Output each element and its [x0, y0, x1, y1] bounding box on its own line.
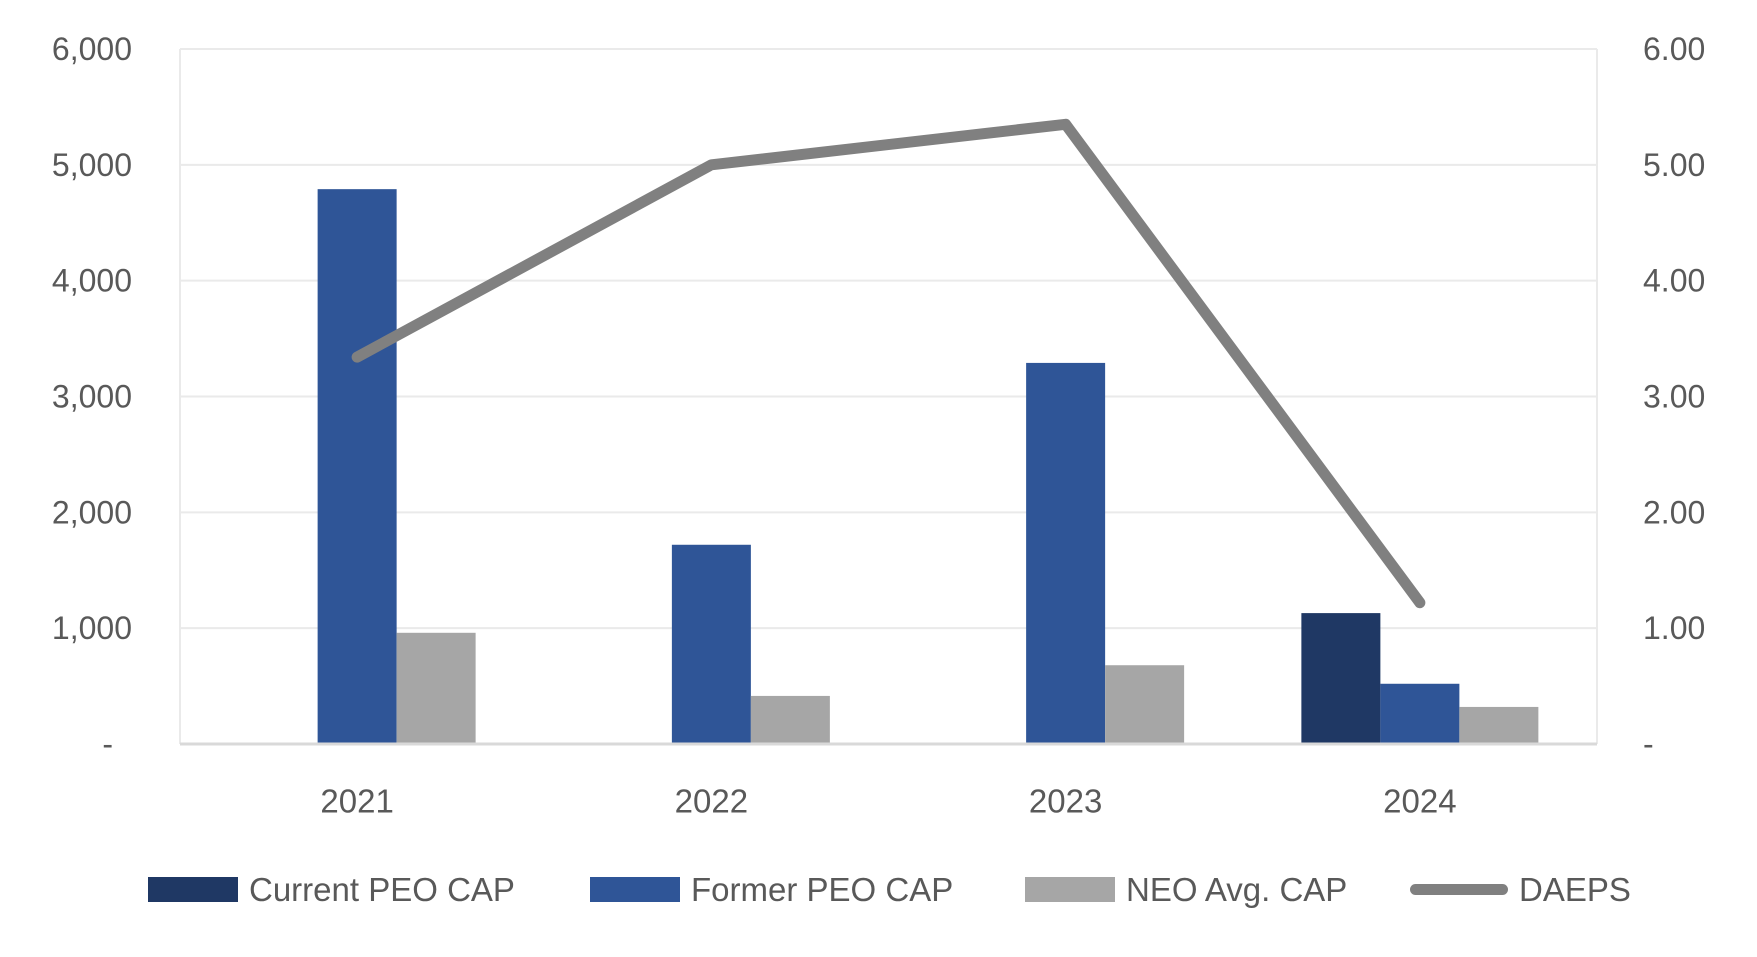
bar-former-peo-cap-2021 [317, 189, 397, 745]
x-axis-label-2023: 2023 [1029, 783, 1102, 820]
right-axis-tick-2: 2.00 [1643, 494, 1705, 530]
x-axis-label-2024: 2024 [1383, 783, 1456, 820]
bar-neo-avg-cap-2023 [1105, 665, 1185, 744]
bar-former-peo-cap-2024 [1380, 683, 1460, 744]
bar-neo-avg-cap-2024 [1459, 706, 1539, 744]
legend-swatch-daeps-line [1410, 883, 1508, 895]
legend-label-daeps: DAEPS [1519, 870, 1631, 908]
bar-neo-avg-cap-2021 [396, 632, 476, 744]
legend-label-current-peo-cap: Current PEO CAP [249, 870, 515, 908]
right-axis-tick-3: 3.00 [1643, 379, 1705, 415]
right-axis-tick-4: 4.00 [1643, 263, 1705, 299]
left-axis-tick-1: 1,000 [52, 610, 132, 646]
bar-former-peo-cap-2023 [1026, 362, 1106, 744]
right-axis-tick-6: 6.00 [1643, 31, 1705, 67]
right-axis-tick-1: 1.00 [1643, 610, 1705, 646]
legend-label-former-peo-cap: Former PEO CAP [691, 870, 954, 908]
legend-label-neo-avg-cap: NEO Avg. CAP [1126, 870, 1348, 908]
legend-item-former-peo-cap: Former PEO CAP [590, 864, 953, 914]
legend-item-current-peo-cap: Current PEO CAP [148, 864, 515, 914]
legend-swatch-neo-avg-cap-box [1025, 876, 1115, 902]
legend-item-neo-avg-cap: NEO Avg. CAP [1025, 864, 1347, 914]
bar-neo-avg-cap-2022 [750, 695, 830, 744]
left-axis-tick-3: 3,000 [52, 379, 132, 415]
left-axis-tick-0: - [102, 726, 113, 762]
left-axis-tick-2: 2,000 [52, 494, 132, 530]
bar-former-peo-cap-2022 [671, 544, 751, 744]
daeps-line [351, 118, 1426, 609]
right-axis-tick-0: - [1643, 726, 1654, 762]
left-axis-tick-5: 5,000 [52, 147, 132, 183]
x-axis-label-2022: 2022 [675, 783, 748, 820]
right-axis-tick-5: 5.00 [1643, 147, 1705, 183]
left-axis-tick-4: 4,000 [52, 263, 132, 299]
legend-item-daeps: DAEPS [1410, 864, 1631, 914]
legend-swatch-current-peo-cap-box [148, 876, 238, 902]
left-axis-tick-6: 6,000 [52, 31, 132, 67]
bar-current-peo-cap-2024 [1301, 613, 1381, 744]
x-axis-label-2021: 2021 [320, 783, 393, 820]
legend-swatch-former-peo-cap-box [590, 876, 680, 902]
